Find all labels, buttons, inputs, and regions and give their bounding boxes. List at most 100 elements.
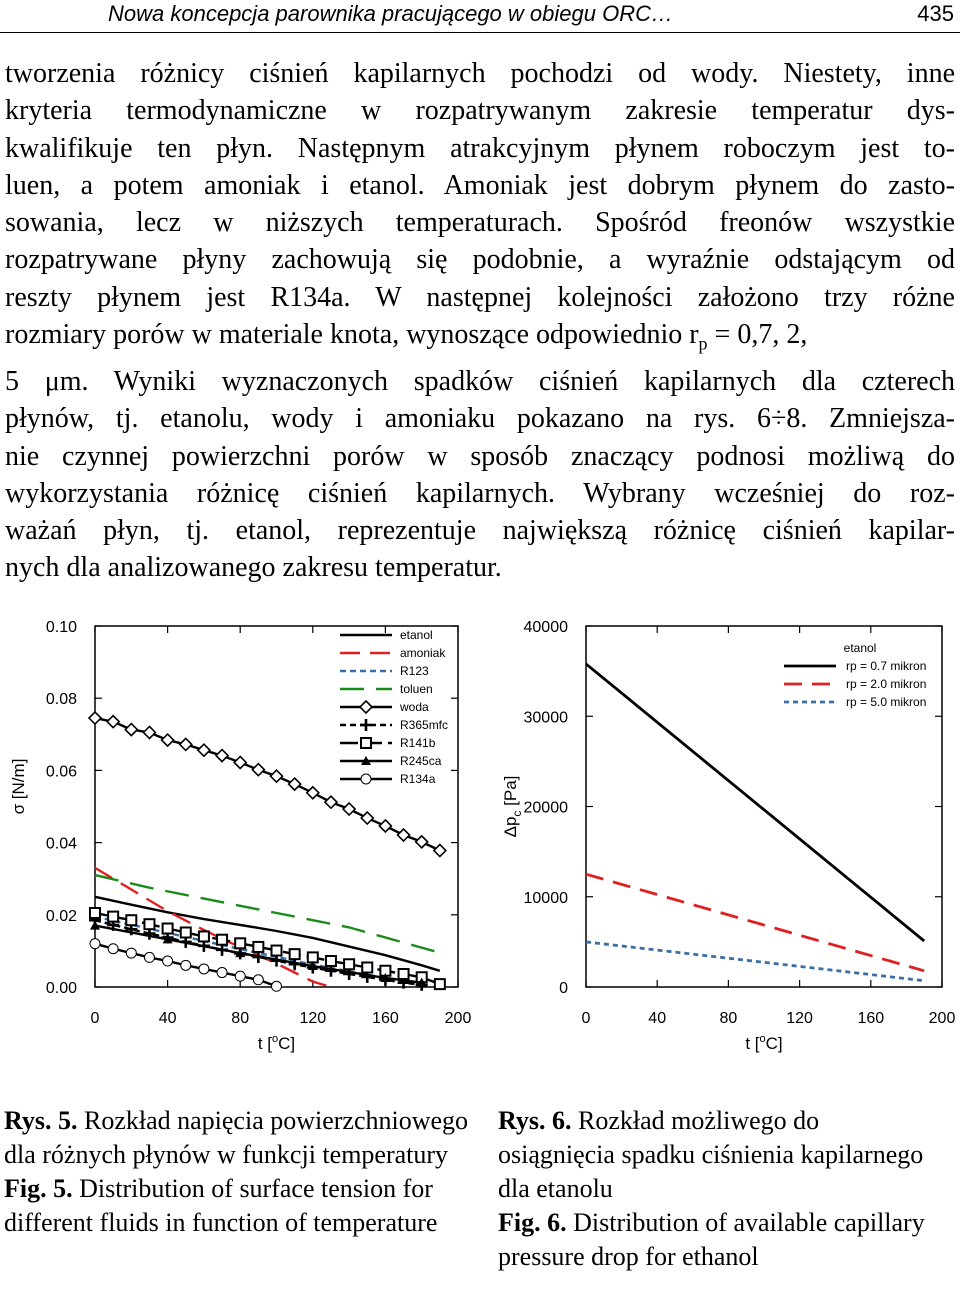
y-axis-label: Δpc [Pa] <box>501 776 524 838</box>
body-line: tworzenia różnicy ciśnień kapilarnych po… <box>5 58 955 89</box>
body-line: 5 μm. Wyniki wyznaczonych spadków ciśnie… <box>5 365 955 397</box>
data-point <box>233 755 248 770</box>
series-line <box>94 716 441 852</box>
y-tick-label: 10000 <box>524 890 569 907</box>
data-point <box>143 951 155 963</box>
y-tick-label: 30000 <box>524 709 569 726</box>
data-point <box>125 914 138 927</box>
data-point <box>162 955 174 967</box>
data-point <box>89 906 101 919</box>
data-point <box>234 970 246 982</box>
data-point <box>324 955 337 968</box>
x-tick-label: 0 <box>91 1010 100 1027</box>
data-point <box>271 980 282 992</box>
data-point <box>323 795 339 810</box>
data-point <box>178 737 193 752</box>
data-point <box>90 920 100 930</box>
data-point <box>160 732 175 748</box>
body-line: sowania, lecz w niższych temperaturach. … <box>5 207 955 239</box>
data-point <box>378 818 393 834</box>
data-point <box>288 948 301 961</box>
data-point <box>414 834 429 850</box>
data-point <box>343 958 356 971</box>
body-line: nych dla analizowanego zakresu temperatu… <box>5 552 502 584</box>
legend-marker <box>360 737 372 749</box>
figure-5-caption: Rys. 5. Rozkład napięcia powierzchnioweg… <box>4 1104 474 1240</box>
series-r141b <box>89 906 446 991</box>
data-point <box>307 961 318 971</box>
legend-marker <box>360 719 372 731</box>
data-point <box>396 827 411 843</box>
body-line-tail: = 0,7, 2, <box>707 319 808 351</box>
legend-entry: amoniak <box>400 646 446 660</box>
data-point <box>269 769 284 784</box>
data-point <box>87 710 103 726</box>
series-line <box>94 924 422 984</box>
data-point <box>162 934 173 944</box>
caption-text: Distribution of available capillary pres… <box>498 1208 925 1271</box>
data-point <box>360 810 375 826</box>
y-tick-label: 0.06 <box>46 763 77 780</box>
data-point <box>197 930 210 943</box>
y-tick-label: 0.04 <box>46 836 77 853</box>
series-rp-2-0-mikron <box>585 872 925 973</box>
y-tick-label: 0.02 <box>46 908 77 925</box>
legend-marker <box>360 773 372 785</box>
data-point <box>432 843 447 858</box>
x-tick-label: 120 <box>299 1010 326 1027</box>
series-line <box>94 866 332 989</box>
caption-text: Rozkład napięcia powierzchniowego dla ró… <box>4 1106 469 1169</box>
x-tick-label: 120 <box>786 1010 813 1027</box>
body-paragraph: tworzenia różnicy ciśnień kapilarnych po… <box>5 55 955 587</box>
caption-label: Fig. 6. <box>498 1208 567 1237</box>
legend-entry: R134a <box>400 772 436 786</box>
x-tick-label: 160 <box>372 1010 399 1027</box>
x-tick-label: 40 <box>648 1010 666 1027</box>
series-r245ca <box>90 920 427 987</box>
body-line: kryteria termodynamiczne w rozpatrywanym… <box>5 95 955 127</box>
x-tick-label: 200 <box>445 1010 472 1027</box>
legend-entry: rp = 5.0 mikron <box>846 695 926 709</box>
data-point <box>107 910 120 923</box>
data-point <box>361 961 374 974</box>
body-line: rozpatrywane płyny zachowują się podobni… <box>5 244 955 276</box>
x-axis-label: t [oC] <box>745 1033 782 1053</box>
series-line <box>94 873 441 954</box>
x-tick-label: 160 <box>857 1010 884 1027</box>
caption-label: Rys. 5. <box>4 1106 78 1135</box>
caption-text: Rozkład możliwego do osiągnięcia spadku … <box>498 1106 924 1203</box>
x-tick-label: 0 <box>582 1010 591 1027</box>
body-line: ważań płyn, tj. etanol, reprezentuje naj… <box>5 515 955 547</box>
series-rp-0-7-mikron <box>585 662 926 943</box>
capillary-pressure-chart: 0 40 80 120 160 200 0 10000 20000 30000 40000 t [oC… <box>501 619 955 1053</box>
series-toluen <box>94 873 441 954</box>
data-point <box>198 963 210 975</box>
data-point <box>142 725 157 740</box>
data-point <box>196 743 212 758</box>
data-point <box>214 748 230 763</box>
surface-tension-chart: 0 40 80 120 160 200 0.00 0.02 0.04 0.06 0.08 0.10 t … <box>9 619 472 1053</box>
x-tick-label: 40 <box>159 1010 177 1027</box>
data-point <box>216 933 229 946</box>
data-point <box>397 968 410 981</box>
y-tick-label: 0.00 <box>46 980 77 997</box>
legend-entry: rp = 0.7 mikron <box>846 659 926 673</box>
series-line <box>585 872 925 973</box>
page-number: 435 <box>917 1 954 26</box>
series-line <box>94 895 441 972</box>
data-point <box>179 926 192 939</box>
subscript-p: p <box>698 333 708 354</box>
legend-entry: R123 <box>400 664 429 678</box>
data-point <box>107 943 119 955</box>
running-header: Nowa koncepcja parownika pracującego w o… <box>0 0 960 33</box>
series-woda <box>87 710 447 858</box>
y-tick-label: 0 <box>559 980 568 997</box>
data-point <box>252 974 264 986</box>
y-axis-label: σ [N/m] <box>9 759 28 815</box>
legend-entry: R365mfc <box>400 718 448 732</box>
data-point <box>143 918 156 931</box>
body-line: luen, a potem amoniak i etanol. Amoniak … <box>5 169 955 201</box>
legend-entry: R245ca <box>400 754 442 768</box>
data-point <box>306 951 319 964</box>
legend-marker <box>361 756 371 765</box>
